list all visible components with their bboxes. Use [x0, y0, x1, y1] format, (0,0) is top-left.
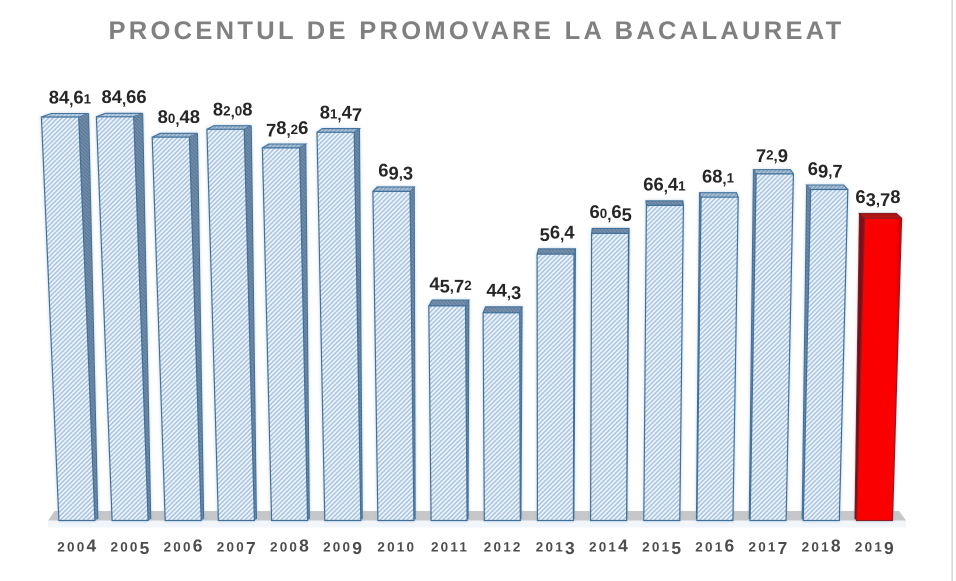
svg-text:2018: 2018 — [802, 536, 843, 556]
svg-text:2011: 2011 — [431, 540, 469, 555]
svg-text:2016: 2016 — [695, 536, 736, 556]
svg-text:2009: 2009 — [323, 538, 364, 558]
svg-text:69,3: 69,3 — [378, 160, 413, 184]
svg-text:84,66: 84,66 — [102, 86, 147, 109]
svg-text:66,41: 66,41 — [643, 174, 686, 197]
svg-text:84,61: 84,61 — [49, 86, 92, 109]
svg-text:2005: 2005 — [110, 538, 151, 558]
svg-text:2013: 2013 — [536, 538, 577, 558]
svg-text:2012: 2012 — [484, 540, 523, 555]
svg-text:2006: 2006 — [164, 536, 205, 556]
svg-text:69,7: 69,7 — [808, 158, 843, 182]
svg-text:81,47: 81,47 — [320, 101, 362, 125]
svg-text:PROCENTUL DE PROMOVARE LA BACA: PROCENTUL DE PROMOVARE LA BACALAUREAT — [109, 17, 845, 45]
svg-text:82,08: 82,08 — [213, 99, 253, 122]
svg-text:2010: 2010 — [377, 540, 416, 555]
svg-text:56,4: 56,4 — [540, 222, 576, 246]
svg-text:2007: 2007 — [217, 538, 258, 558]
svg-text:2019: 2019 — [855, 538, 896, 558]
svg-text:44,3: 44,3 — [486, 280, 521, 304]
svg-text:80,48: 80,48 — [158, 106, 200, 129]
svg-text:45,72: 45,72 — [429, 273, 471, 297]
svg-text:60,65: 60,65 — [590, 201, 632, 225]
svg-text:2014: 2014 — [589, 536, 630, 556]
svg-text:78,26: 78,26 — [266, 117, 308, 141]
svg-text:2015: 2015 — [642, 538, 683, 558]
svg-text:68,1: 68,1 — [702, 166, 735, 189]
svg-text:2017: 2017 — [748, 538, 789, 558]
svg-text:72,9: 72,9 — [756, 145, 788, 166]
svg-text:2008: 2008 — [270, 536, 311, 556]
svg-text:2004: 2004 — [57, 536, 98, 556]
svg-text:63,78: 63,78 — [855, 186, 900, 210]
